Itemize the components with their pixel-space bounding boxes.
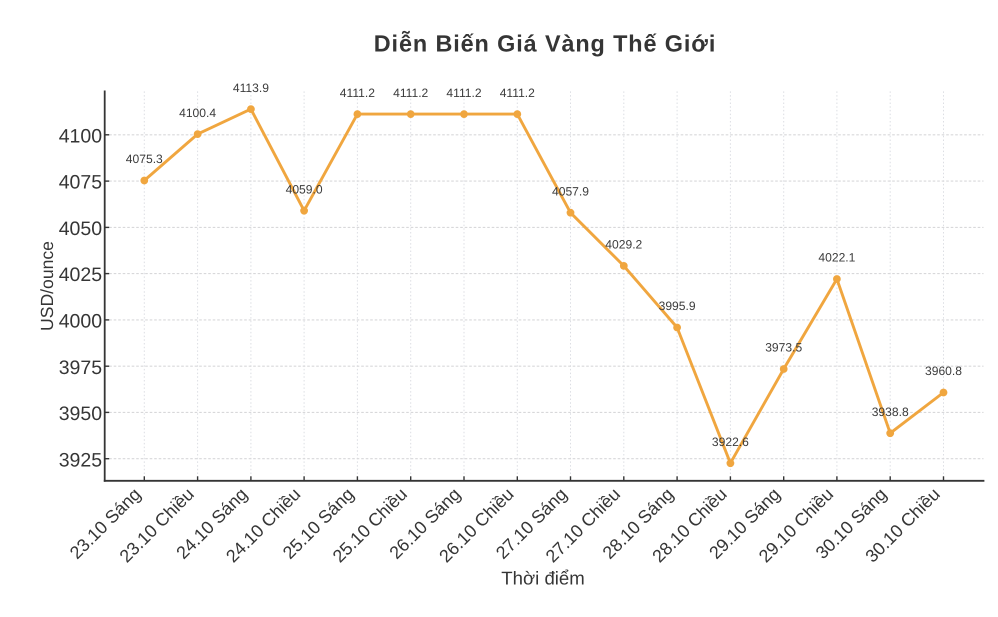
svg-text:4050: 4050 [59, 218, 103, 240]
svg-text:Diễn Biến Giá Vàng Thế Giới: Diễn Biến Giá Vàng Thế Giới [374, 31, 716, 57]
svg-text:4025: 4025 [59, 264, 103, 286]
svg-text:4059.0: 4059.0 [286, 182, 323, 196]
svg-text:3938.8: 3938.8 [872, 405, 909, 419]
svg-text:4075.3: 4075.3 [126, 152, 163, 166]
svg-text:4057.9: 4057.9 [552, 184, 589, 198]
svg-text:4111.2: 4111.2 [446, 86, 481, 100]
svg-text:3950: 3950 [59, 403, 103, 425]
svg-text:4111.2: 4111.2 [500, 86, 535, 100]
svg-text:3925: 3925 [59, 449, 103, 471]
svg-text:4075: 4075 [59, 172, 103, 194]
svg-text:3973.5: 3973.5 [765, 341, 802, 355]
svg-text:Thời điểm: Thời điểm [501, 568, 585, 589]
svg-text:3960.8: 3960.8 [925, 364, 962, 378]
svg-text:3922.6: 3922.6 [712, 435, 749, 449]
svg-text:3975: 3975 [59, 357, 103, 379]
svg-text:USD/ounce: USD/ounce [37, 241, 57, 331]
svg-text:4000: 4000 [59, 311, 103, 333]
svg-text:4111.2: 4111.2 [393, 86, 428, 100]
svg-text:4100: 4100 [59, 125, 103, 147]
svg-text:4100.4: 4100.4 [179, 106, 216, 120]
svg-text:4022.1: 4022.1 [818, 251, 855, 265]
svg-text:4029.2: 4029.2 [605, 238, 642, 252]
svg-text:4111.2: 4111.2 [340, 86, 375, 100]
svg-text:4113.9: 4113.9 [233, 81, 269, 95]
svg-text:3995.9: 3995.9 [659, 299, 696, 313]
